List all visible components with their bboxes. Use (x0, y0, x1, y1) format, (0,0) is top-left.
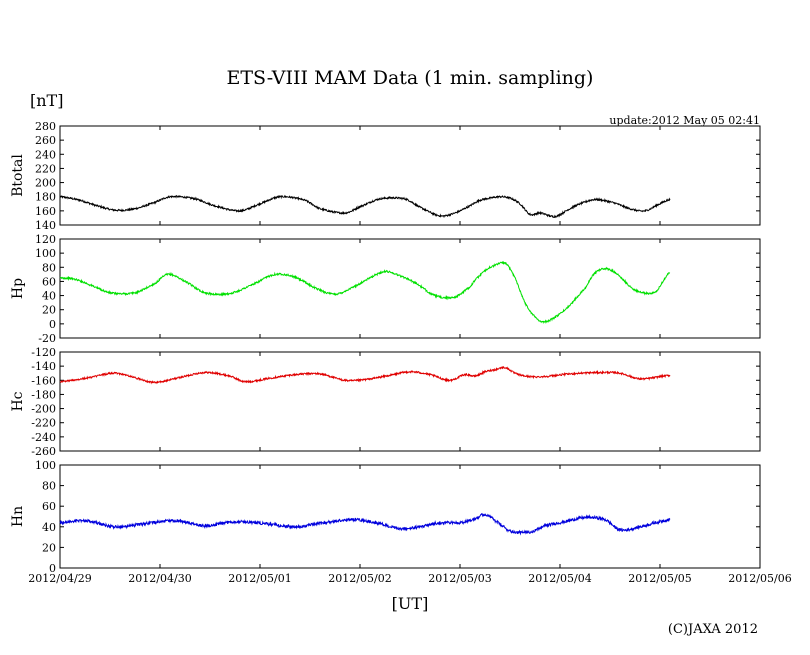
y-tick-label: 140 (35, 219, 56, 232)
y-tick-label: 40 (42, 290, 56, 303)
copyright-credit: (C)JAXA 2012 (668, 622, 758, 637)
panel-frame (59, 125, 761, 226)
y-tick-label: 80 (42, 480, 56, 493)
x-axis-ticks: 2012/04/29 2012/04/30 2012/05/01 2012/05/02… (28, 572, 791, 585)
y-tick-label: 0 (49, 318, 56, 331)
series-line-btotal (59, 194, 671, 219)
x-tick-label: 2012/05/03 (428, 572, 491, 585)
y-tick-label: -200 (31, 403, 56, 416)
y-tick-label: 280 (35, 120, 56, 133)
y-tick-label: -180 (31, 388, 56, 401)
y-tick-label: -120 (31, 346, 56, 359)
x-tick-label: 2012/05/01 (228, 572, 291, 585)
panel-ylabel: Hp (10, 278, 26, 299)
y-tick-label: 100 (35, 247, 56, 260)
y-unit-label: [nT] (30, 91, 63, 110)
chart-title: ETS-VIII MAM Data (1 min. sampling) (227, 67, 594, 89)
y-tick-label: -240 (31, 431, 56, 444)
y-tick-label: 100 (35, 459, 56, 472)
y-tick-label: 180 (35, 191, 56, 204)
panels: 140160180200220240260280Btotal-200204060… (10, 120, 761, 575)
y-tick-label: 160 (35, 205, 56, 218)
panel-hc: -260-240-220-200 -180-160-140-120 Hc (10, 346, 761, 458)
x-tick-label: 2012/04/30 (128, 572, 191, 585)
panel-ylabel: Btotal (10, 154, 26, 197)
y-tick-label: 260 (35, 134, 56, 147)
y-tick-label: 220 (35, 162, 56, 175)
y-tick-label: 80 (42, 261, 56, 274)
y-tick-label: 0 (49, 562, 56, 575)
x-tick-label: 2012/04/29 (28, 572, 91, 585)
panel-frame (59, 238, 761, 339)
y-tick-label: -160 (31, 374, 56, 387)
y-tick-label: 200 (35, 177, 56, 190)
y-tick-label: -220 (31, 417, 56, 430)
y-tick-label: 20 (42, 304, 56, 317)
x-unit-label: [UT] (392, 594, 429, 613)
y-tick-label: 40 (42, 521, 56, 534)
series-line-hn (59, 512, 671, 536)
panel-frame (59, 464, 761, 569)
y-tick-label: 120 (35, 233, 56, 246)
x-tick-label: 2012/05/06 (728, 572, 791, 585)
x-tick-label: 2012/05/05 (628, 572, 691, 585)
y-tick-label: 20 (42, 541, 56, 554)
panel-frame (59, 351, 761, 452)
y-tick-label: -260 (31, 445, 56, 458)
update-timestamp: update:2012 May 05 02:41 (609, 114, 760, 127)
y-tick-label: 60 (42, 275, 56, 288)
panel-ylabel: Hn (10, 506, 26, 527)
series-line-hc (59, 366, 671, 385)
panel-hn: 0 20 40 60 80 100 Hn (10, 459, 761, 575)
y-tick-label: 60 (42, 500, 56, 513)
y-tick-label: -20 (38, 332, 56, 345)
x-tick-label: 2012/05/04 (528, 572, 591, 585)
series-line-hp (59, 260, 671, 324)
x-tick-label: 2012/05/02 (328, 572, 391, 585)
y-tick-label: 240 (35, 148, 56, 161)
panel-ylabel: Hc (10, 391, 26, 411)
y-tick-label: -140 (31, 360, 56, 373)
